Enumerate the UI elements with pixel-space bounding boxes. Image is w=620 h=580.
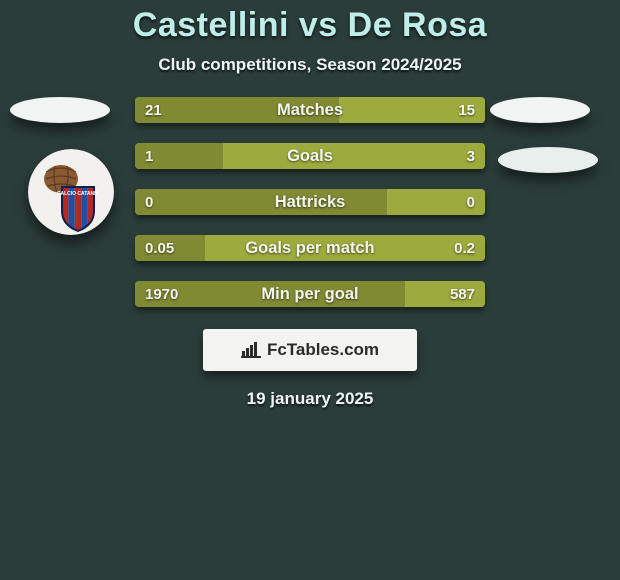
stat-bar: Goals13: [135, 143, 485, 169]
stat-bar: Matches2115: [135, 97, 485, 123]
page-subtitle: Club competitions, Season 2024/2025: [158, 55, 461, 75]
stat-fill-right: [405, 281, 485, 307]
stat-fill-left: [135, 143, 223, 169]
stat-bar: Hattricks00: [135, 189, 485, 215]
brand-badge: FcTables.com: [203, 329, 417, 371]
team2-badge-placeholder-top: [490, 97, 590, 123]
content-root: Castellini vs De Rosa Club competitions,…: [0, 0, 620, 580]
team2-badge-placeholder-mid: [498, 147, 598, 173]
brand-text: FcTables.com: [267, 340, 379, 360]
stat-fill-right: [205, 235, 485, 261]
bar-chart-icon: [241, 342, 261, 358]
stat-bars: Matches2115 Goals13 Hattricks00 Goals per m…: [135, 97, 485, 307]
stat-fill-right: [387, 189, 485, 215]
page-title: Castellini vs De Rosa: [133, 6, 487, 45]
stat-fill-left: [135, 97, 339, 123]
comparison-stage: CALCIO CATANIA Matches2115 Goals13 Hattric…: [0, 97, 620, 409]
stat-bar: Goals per match0.050.2: [135, 235, 485, 261]
club-crest-svg: CALCIO CATANIA: [28, 149, 114, 235]
stat-bar: Min per goal1970587: [135, 281, 485, 307]
svg-text:CALCIO CATANIA: CALCIO CATANIA: [57, 191, 100, 197]
stat-fill-left: [135, 281, 405, 307]
stat-fill-right: [223, 143, 486, 169]
snapshot-date: 19 january 2025: [0, 389, 620, 409]
team1-badge-placeholder-top: [10, 97, 110, 123]
stat-fill-left: [135, 235, 205, 261]
team1-club-crest: CALCIO CATANIA: [28, 149, 114, 235]
stat-fill-right: [339, 97, 485, 123]
